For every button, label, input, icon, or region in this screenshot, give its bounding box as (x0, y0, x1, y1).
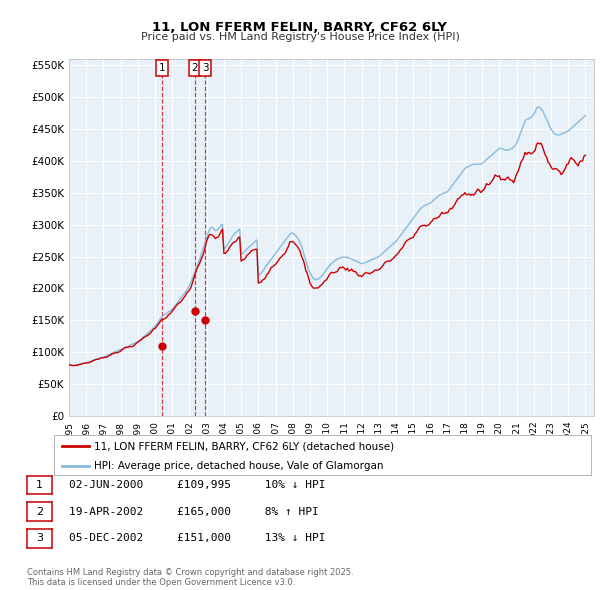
Text: 05-DEC-2002     £151,000     13% ↓ HPI: 05-DEC-2002 £151,000 13% ↓ HPI (69, 533, 325, 543)
Text: HPI: Average price, detached house, Vale of Glamorgan: HPI: Average price, detached house, Vale… (94, 461, 384, 471)
Text: 3: 3 (202, 63, 209, 73)
Text: 1: 1 (36, 480, 43, 490)
Text: Contains HM Land Registry data © Crown copyright and database right 2025.
This d: Contains HM Land Registry data © Crown c… (27, 568, 353, 587)
Text: 2: 2 (191, 63, 198, 73)
Text: 3: 3 (36, 533, 43, 543)
Text: 11, LON FFERM FELIN, BARRY, CF62 6LY: 11, LON FFERM FELIN, BARRY, CF62 6LY (152, 21, 448, 34)
Text: 19-APR-2002     £165,000     8% ↑ HPI: 19-APR-2002 £165,000 8% ↑ HPI (69, 507, 319, 516)
Text: Price paid vs. HM Land Registry's House Price Index (HPI): Price paid vs. HM Land Registry's House … (140, 32, 460, 42)
Text: 02-JUN-2000     £109,995     10% ↓ HPI: 02-JUN-2000 £109,995 10% ↓ HPI (69, 480, 325, 490)
Text: 11, LON FFERM FELIN, BARRY, CF62 6LY (detached house): 11, LON FFERM FELIN, BARRY, CF62 6LY (de… (94, 441, 394, 451)
Text: 2: 2 (36, 507, 43, 516)
Text: 1: 1 (159, 63, 166, 73)
